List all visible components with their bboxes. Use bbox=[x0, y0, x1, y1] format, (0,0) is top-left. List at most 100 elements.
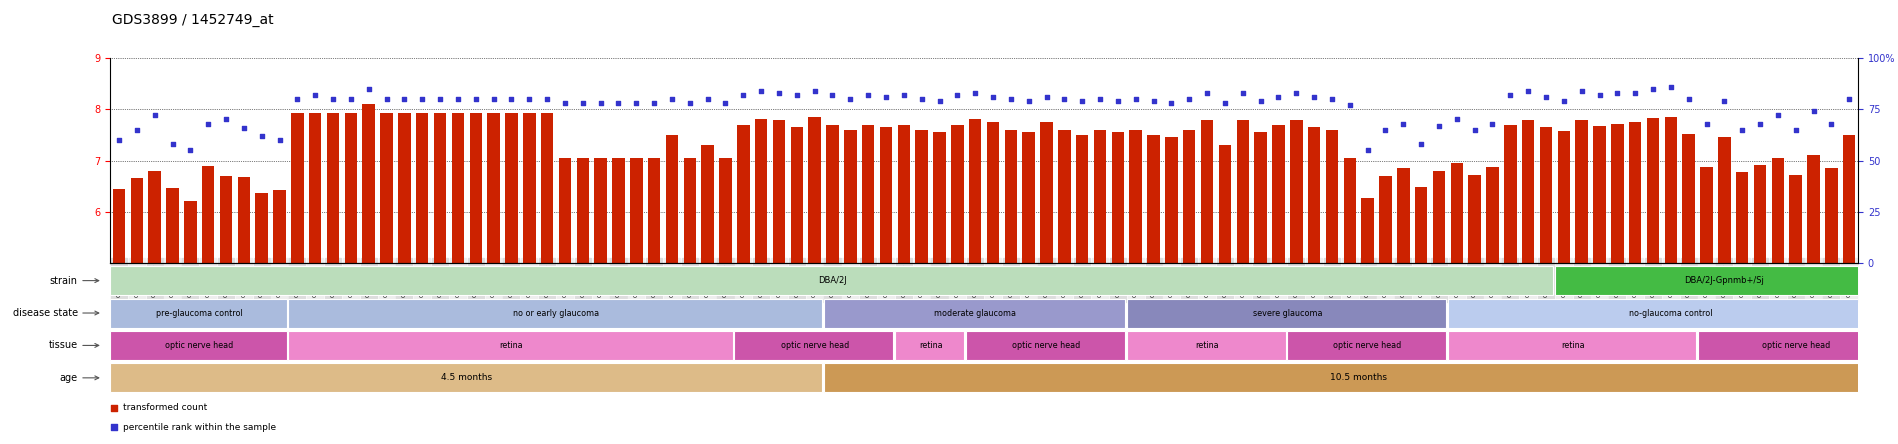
Point bbox=[763, 89, 793, 96]
Bar bbox=[237, 178, 251, 263]
Bar bbox=[1291, 120, 1302, 263]
Bar bbox=[898, 124, 909, 263]
Point bbox=[1156, 99, 1186, 107]
Point bbox=[389, 95, 419, 103]
Bar bbox=[1146, 135, 1160, 263]
Bar bbox=[131, 178, 142, 263]
Bar bbox=[380, 113, 393, 263]
Text: DBA/2J: DBA/2J bbox=[818, 276, 847, 285]
Bar bbox=[256, 193, 268, 263]
Bar bbox=[1697, 331, 1892, 360]
Bar bbox=[416, 113, 429, 263]
Bar bbox=[666, 135, 678, 263]
Text: optic nerve head: optic nerve head bbox=[1334, 341, 1403, 350]
Bar bbox=[273, 190, 287, 263]
Text: 10.5 months: 10.5 months bbox=[1330, 373, 1387, 382]
Bar bbox=[220, 176, 232, 263]
Point bbox=[300, 91, 330, 98]
Bar bbox=[288, 298, 822, 328]
Point bbox=[1264, 93, 1294, 100]
Bar bbox=[1647, 119, 1659, 263]
Point bbox=[1228, 89, 1258, 96]
Text: optic nerve head: optic nerve head bbox=[165, 341, 233, 350]
Point bbox=[1281, 89, 1312, 96]
Point bbox=[264, 136, 294, 143]
Point bbox=[818, 91, 848, 98]
Bar bbox=[826, 124, 839, 263]
Bar bbox=[1486, 166, 1499, 263]
Point bbox=[1513, 87, 1543, 94]
Point bbox=[1120, 95, 1150, 103]
Text: retina: retina bbox=[1196, 341, 1219, 350]
Point bbox=[640, 99, 670, 107]
Point bbox=[604, 99, 634, 107]
Bar bbox=[1414, 187, 1427, 263]
Bar bbox=[1325, 130, 1338, 263]
Bar bbox=[110, 331, 287, 360]
Point bbox=[1387, 120, 1418, 127]
Bar bbox=[1718, 137, 1731, 263]
Text: moderate glaucoma: moderate glaucoma bbox=[934, 309, 1015, 317]
Point bbox=[1424, 122, 1454, 129]
Bar bbox=[309, 113, 321, 263]
Point bbox=[941, 91, 972, 98]
Text: percentile rank within the sample: percentile rank within the sample bbox=[123, 423, 277, 432]
Bar bbox=[970, 119, 981, 263]
Point bbox=[406, 95, 437, 103]
Point bbox=[531, 95, 562, 103]
Point bbox=[1744, 120, 1775, 127]
Bar bbox=[1129, 130, 1143, 263]
Point bbox=[782, 91, 812, 98]
Bar bbox=[1701, 166, 1712, 263]
Point bbox=[1816, 120, 1847, 127]
Bar bbox=[845, 130, 856, 263]
Bar bbox=[896, 331, 964, 360]
Point bbox=[336, 95, 366, 103]
Point bbox=[1209, 99, 1239, 107]
Point bbox=[1334, 101, 1365, 108]
Point bbox=[1566, 87, 1596, 94]
Point bbox=[1406, 140, 1437, 147]
Text: age: age bbox=[59, 373, 78, 383]
Point bbox=[1067, 97, 1097, 104]
Bar bbox=[326, 113, 340, 263]
Bar bbox=[112, 189, 125, 263]
Bar bbox=[1469, 175, 1480, 263]
Point bbox=[425, 95, 456, 103]
Point bbox=[1353, 147, 1384, 154]
Point bbox=[158, 140, 188, 147]
Text: strain: strain bbox=[49, 276, 78, 285]
Point bbox=[1192, 89, 1222, 96]
Point bbox=[139, 112, 169, 119]
Point bbox=[1655, 83, 1685, 90]
Point bbox=[996, 95, 1027, 103]
Bar bbox=[1112, 132, 1124, 263]
Point bbox=[1103, 97, 1133, 104]
Bar bbox=[184, 201, 197, 263]
Point bbox=[1477, 120, 1507, 127]
Bar bbox=[755, 119, 767, 263]
Point bbox=[1549, 97, 1579, 104]
Text: optic nerve head: optic nerve head bbox=[1012, 341, 1080, 350]
Point bbox=[1602, 89, 1632, 96]
Point bbox=[1245, 97, 1275, 104]
Point bbox=[1496, 91, 1526, 98]
Bar bbox=[1219, 145, 1232, 263]
Bar bbox=[951, 124, 964, 263]
Bar bbox=[1397, 168, 1410, 263]
Bar bbox=[345, 113, 357, 263]
Bar bbox=[772, 120, 786, 263]
Bar bbox=[1682, 134, 1695, 263]
Point bbox=[568, 99, 598, 107]
Bar bbox=[1236, 120, 1249, 263]
Bar bbox=[1433, 171, 1444, 263]
Point bbox=[621, 99, 651, 107]
Point bbox=[1691, 120, 1721, 127]
Text: retina: retina bbox=[1560, 341, 1585, 350]
Bar bbox=[1628, 122, 1642, 263]
Point bbox=[710, 99, 740, 107]
Point bbox=[1086, 95, 1116, 103]
Point bbox=[478, 95, 509, 103]
Bar bbox=[824, 363, 1892, 392]
Text: pre-glaucoma control: pre-glaucoma control bbox=[156, 309, 243, 317]
